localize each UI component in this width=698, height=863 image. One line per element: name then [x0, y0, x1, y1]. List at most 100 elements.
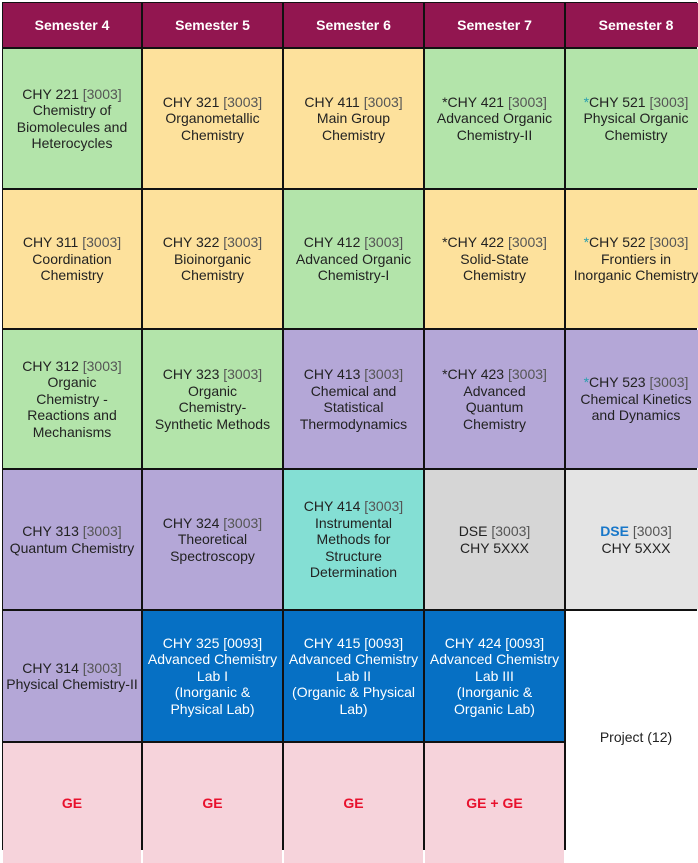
course-title-line: Mechanisms	[32, 423, 112, 440]
course-cell: CHY 321 [3003] Organometallic Chemistry	[143, 49, 282, 188]
course-title-line: Quantum	[465, 399, 524, 415]
course-credits: [3003]	[82, 659, 122, 676]
course-code: CHY 311	[22, 234, 79, 251]
course-title-line: Organometallic	[165, 110, 260, 127]
asterisk-mark: *	[583, 374, 590, 391]
course-credits: [3003]	[223, 93, 263, 110]
course-title-line: Inorganic Chemistry	[573, 267, 698, 284]
course-code-line: *CHY 521 [3003]	[584, 94, 689, 111]
course-title-line: Chemistry	[604, 126, 668, 143]
course-code-line: *CHY 422 [3003]	[442, 234, 547, 251]
asterisk-mark: *	[583, 93, 590, 110]
course-title-line: Organic	[187, 382, 238, 399]
ge-cell: GE	[3, 743, 141, 863]
course-title-line: (Organic & Physical	[292, 684, 415, 701]
course-cell: CHY 221 [3003] Chemistry of Biomolecules a…	[3, 49, 141, 188]
course-title-line: (Inorganic &	[174, 684, 251, 701]
course-title-line: Chemical Kinetics	[580, 390, 692, 407]
course-cell: CHY 415 [0093] Advanced Chemistry Lab II (O…	[284, 611, 423, 741]
course-code-line: CHY 323 [3003]	[163, 366, 262, 383]
course-code: CHY 325	[162, 634, 220, 651]
course-credits: [3003]	[363, 93, 403, 110]
course-code: CHY 412	[303, 234, 361, 251]
course-credits: [0093]	[223, 634, 263, 651]
course-cell: *CHY 521 [3003] Physical Organic Chemistry	[566, 49, 698, 188]
course-credits: [3003]	[82, 85, 122, 102]
course-title-line: Chemistry	[180, 267, 244, 284]
course-code: CHY 314	[22, 659, 79, 676]
course-code-line: CHY 314 [3003]	[22, 660, 121, 677]
course-code: CHY 324	[162, 514, 220, 531]
course-cell: CHY 313 [3003] Quantum Chemistry	[3, 470, 141, 609]
course-code-line: CHY 424 [0093]	[445, 635, 544, 652]
course-code-line: *CHY 421 [3003]	[442, 94, 547, 111]
course-code-line: CHY 324 [3003]	[163, 515, 262, 532]
semester-header: Semester 5	[143, 3, 282, 47]
course-title-line: Chemistry-II	[456, 126, 533, 143]
course-cell: CHY 424 [0093] Advanced Chemistry Lab III(…	[425, 611, 564, 741]
course-code: DSE	[600, 523, 629, 539]
course-code: CHY 221	[22, 85, 79, 102]
project-cell: Project (12)	[566, 611, 698, 863]
course-title-line: Chemistry	[180, 126, 244, 143]
course-title-line: Advanced Organic	[295, 250, 412, 267]
course-title-line: Lab I	[196, 667, 229, 684]
course-code-line: CHY 415 [0093]	[304, 635, 403, 652]
course-code: CHY 423	[447, 366, 505, 382]
course-cell: CHY 412 [3003] Advanced Organic Chemistry-…	[284, 190, 423, 328]
course-credits: [3003]	[82, 234, 122, 251]
asterisk-mark: *	[442, 234, 448, 251]
course-title-line: Biomolecules and	[16, 118, 128, 135]
course-title-line: CHY 5XXX	[460, 539, 529, 556]
course-cell: CHY 324 [3003] Theoretical Spectroscopy	[143, 470, 282, 609]
course-title-line: Spectroscopy	[170, 547, 255, 564]
course-title-line: Advanced	[463, 382, 526, 399]
course-code-line: CHY 413 [3003]	[304, 366, 403, 383]
course-cell: CHY 312 [3003] Organic Chemistry - Reaction…	[3, 330, 141, 468]
course-code: CHY 322	[162, 234, 220, 251]
course-title-line: Theoretical	[177, 531, 248, 548]
course-title-line: Chemistry of	[32, 102, 112, 118]
course-title-line: Lab III	[475, 667, 514, 684]
course-title-line: CHY 5XXX	[601, 539, 671, 556]
course-code-line: DSE [3003]	[600, 523, 672, 540]
course-cell: DSE [3003] CHY 5XXX	[425, 470, 564, 609]
course-code-line: CHY 313 [3003]	[22, 523, 121, 540]
project-label: Project (12)	[599, 728, 673, 745]
course-cell: CHY 311 [3003] Coordination Chemistry	[3, 190, 141, 328]
course-credits: [3003]	[491, 523, 531, 539]
course-title-line: Chemistry	[462, 415, 526, 432]
course-cell: *CHY 522 [3003] Frontiers in Inorganic Che…	[566, 190, 698, 328]
course-cell: *CHY 523 [3003] Chemical Kinetics and Dyna…	[566, 330, 698, 468]
course-credits: [3003]	[507, 93, 547, 110]
course-title-line: Advanced Chemistry	[429, 651, 560, 668]
course-code: CHY 323	[162, 366, 220, 382]
course-credits: [3003]	[649, 93, 689, 110]
course-title-line: Physical Organic	[583, 110, 689, 127]
course-cell: *CHY 422 [3003] Solid-State Chemistry	[425, 190, 564, 328]
course-title-line: Chemistry	[321, 126, 385, 143]
course-title-line: Physical Chemistry-II	[6, 676, 138, 692]
course-code: CHY 411	[304, 93, 360, 110]
course-title-line: Instrumental	[314, 514, 393, 531]
course-code-line: CHY 321 [3003]	[163, 94, 262, 111]
course-cell: CHY 314 [3003] Physical Chemistry-II	[3, 611, 141, 741]
course-title-line: Lab II	[335, 667, 372, 684]
course-credits: [3003]	[82, 357, 122, 374]
course-title-line: Chemistry	[40, 267, 104, 284]
course-code: CHY 424	[444, 634, 502, 651]
course-credits: [3003]	[649, 234, 689, 251]
course-cell: DSE [3003] CHY 5XXX	[566, 470, 698, 609]
course-title-line: Bioinorganic	[173, 250, 252, 267]
course-title-line: Lab)	[339, 700, 368, 717]
course-title-line: Determination	[309, 564, 398, 581]
course-credits: [3003]	[364, 366, 404, 382]
course-credits: [3003]	[223, 514, 263, 531]
course-code-line: DSE [3003]	[459, 523, 531, 540]
course-title-line: Advanced Chemistry	[288, 651, 419, 668]
course-title-line: Organic	[47, 374, 97, 391]
course-title-line: Quantum Chemistry	[9, 539, 135, 556]
course-title-line: Heterocycles	[31, 135, 113, 151]
course-credits: [3003]	[632, 523, 672, 539]
ge-cell: GE + GE	[425, 743, 564, 863]
